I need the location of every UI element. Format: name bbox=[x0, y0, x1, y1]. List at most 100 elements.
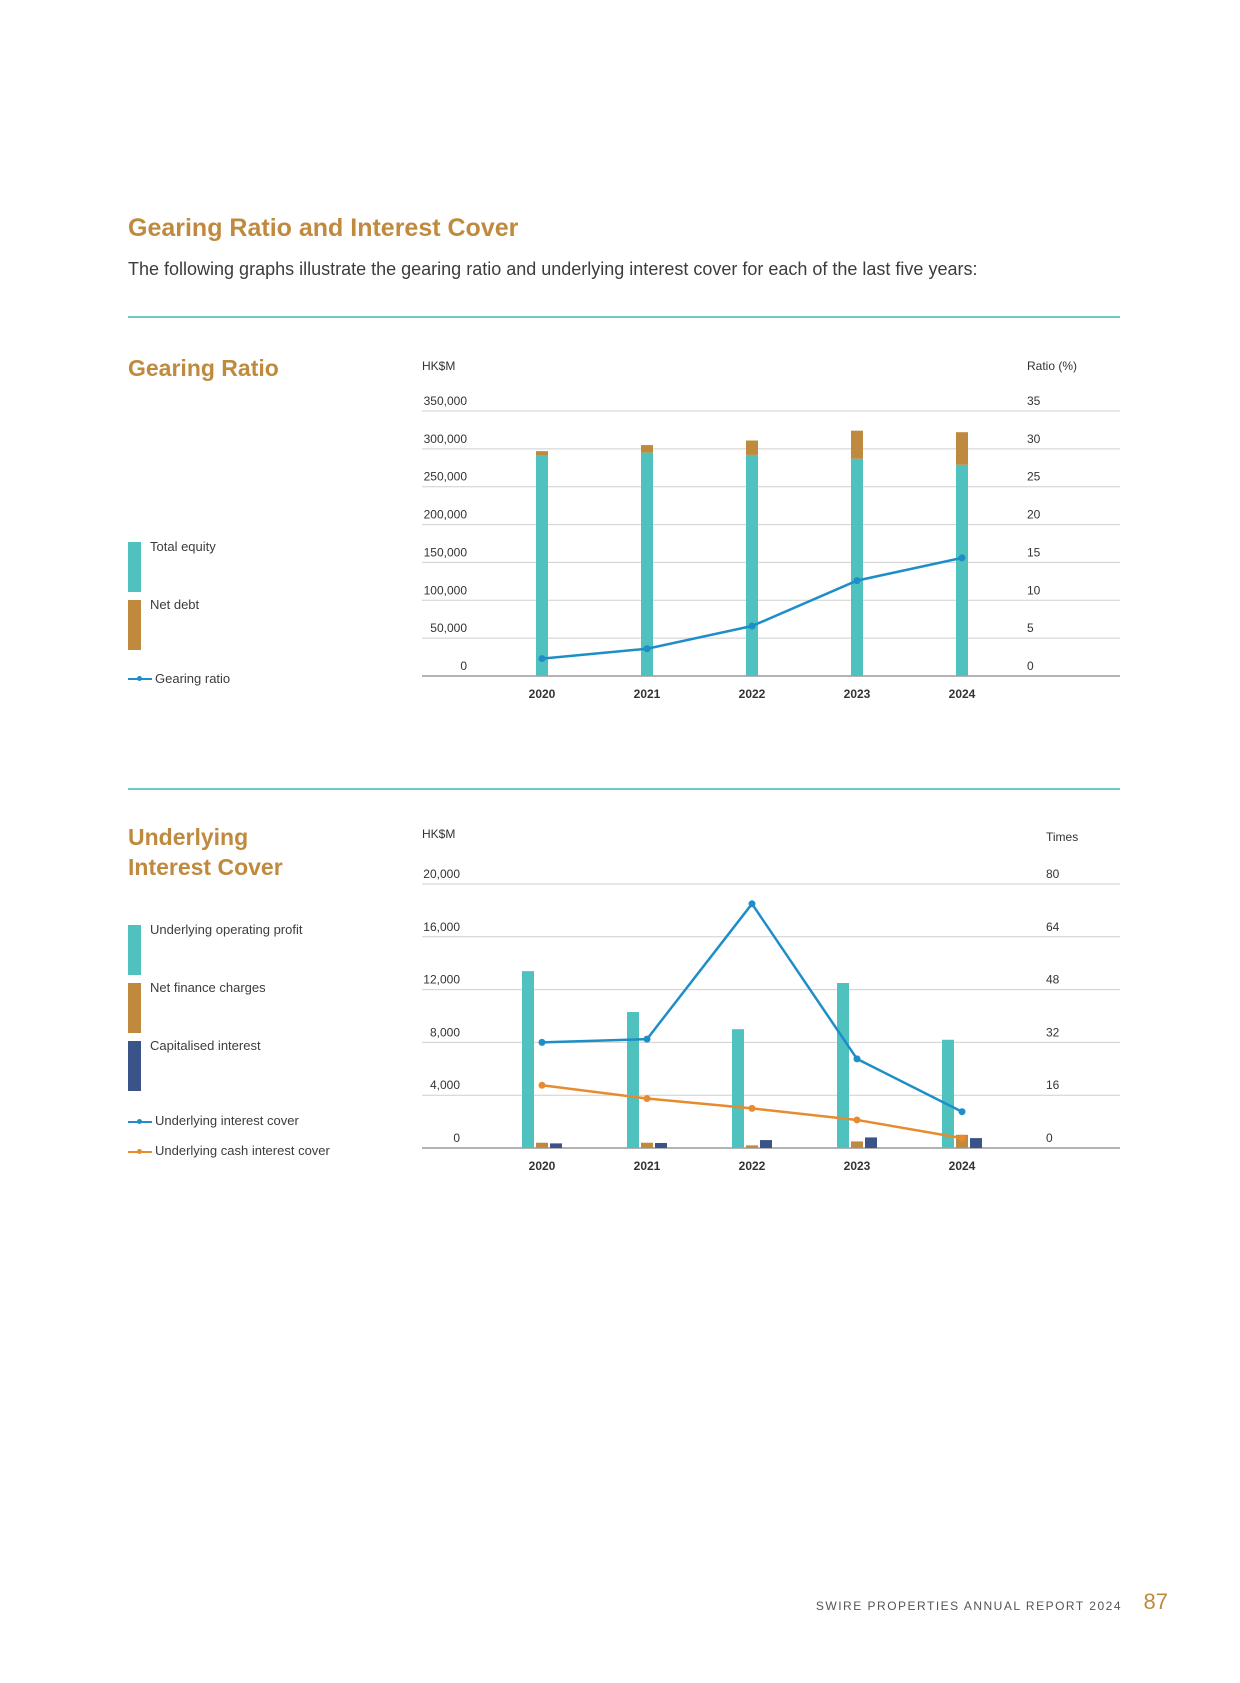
y-tick-label-right: 64 bbox=[1046, 920, 1060, 934]
x-tick-label-2023: 2023 bbox=[844, 1159, 871, 1173]
x-tick-label-2021: 2021 bbox=[634, 687, 661, 701]
y-tick-label-left: 12,000 bbox=[423, 973, 460, 987]
y-tick-label-right: 32 bbox=[1046, 1025, 1060, 1039]
bar-net-finance-charges-2020 bbox=[536, 1142, 548, 1148]
legend-label-capitalised-interest: Capitalised interest bbox=[150, 1038, 261, 1053]
legend-label-underlying-cash-interest-cover: Underlying cash interest cover bbox=[155, 1143, 330, 1158]
y-axis-title-right: Ratio (%) bbox=[1027, 359, 1077, 373]
point-underlying-cash-interest-cover-2021 bbox=[643, 1095, 651, 1102]
y-tick-label-right: 16 bbox=[1046, 1078, 1060, 1092]
interest-cover-title-line2: Interest Cover bbox=[128, 854, 283, 880]
bar-net-finance-charges-2021 bbox=[641, 1142, 653, 1148]
bar-total-equity-2023 bbox=[851, 458, 863, 676]
bar-capitalised-interest-2023 bbox=[865, 1137, 877, 1148]
point-underlying-cash-interest-cover-2024 bbox=[958, 1134, 966, 1142]
y-tick-label-left: 0 bbox=[460, 659, 467, 673]
point-gearing-ratio-2021 bbox=[643, 645, 651, 653]
bar-net-finance-charges-2022 bbox=[746, 1145, 758, 1148]
point-gearing-ratio-2022 bbox=[748, 622, 756, 630]
bar-total-equity-2020 bbox=[536, 455, 548, 676]
legend-dot-gearing-ratio bbox=[137, 676, 142, 681]
legend-swatch-net-debt bbox=[128, 600, 141, 650]
y-axis-title-right: Times bbox=[1046, 830, 1078, 844]
y-tick-label-left: 8,000 bbox=[430, 1025, 460, 1039]
x-tick-label-2020: 2020 bbox=[529, 687, 556, 701]
y-tick-label-left: 200,000 bbox=[424, 508, 468, 522]
bar-underlying-operating-profit-2023 bbox=[837, 983, 849, 1148]
legend-dot-underlying-interest-cover bbox=[137, 1119, 142, 1124]
page-heading: Gearing Ratio and Interest Cover bbox=[128, 214, 519, 242]
point-gearing-ratio-2024 bbox=[958, 554, 966, 562]
y-tick-label-left: 4,000 bbox=[430, 1078, 460, 1092]
page-number: 87 bbox=[1143, 1589, 1168, 1614]
section-divider bbox=[128, 788, 1120, 790]
section-divider bbox=[128, 316, 1120, 318]
y-tick-label-right: 20 bbox=[1027, 508, 1041, 522]
gearing-section-title: Gearing Ratio bbox=[128, 355, 279, 381]
bar-underlying-operating-profit-2020 bbox=[522, 971, 534, 1148]
point-gearing-ratio-2023 bbox=[853, 577, 861, 585]
y-tick-label-left: 20,000 bbox=[423, 867, 460, 881]
intro-paragraph: The following graphs illustrate the gear… bbox=[128, 259, 978, 279]
bar-total-equity-2022 bbox=[746, 454, 758, 676]
y-tick-label-right: 0 bbox=[1046, 1131, 1053, 1145]
bar-underlying-operating-profit-2024 bbox=[942, 1039, 954, 1148]
y-tick-label-left: 50,000 bbox=[430, 621, 467, 635]
bar-total-equity-2021 bbox=[641, 452, 653, 676]
point-gearing-ratio-2020 bbox=[538, 655, 546, 663]
y-axis-title-left: HK$M bbox=[422, 359, 455, 373]
bar-underlying-operating-profit-2022 bbox=[732, 1029, 744, 1148]
y-axis-title-left: HK$M bbox=[422, 827, 455, 841]
legend-swatch-underlying-operating-profit bbox=[128, 925, 141, 975]
y-tick-label-right: 25 bbox=[1027, 470, 1041, 484]
legend-swatch-total-equity bbox=[128, 542, 141, 592]
point-underlying-cash-interest-cover-2023 bbox=[853, 1116, 861, 1124]
legend-label-underlying-interest-cover: Underlying interest cover bbox=[155, 1113, 299, 1128]
interest-cover-title-line1: Underlying bbox=[128, 824, 249, 850]
y-tick-label-left: 300,000 bbox=[424, 432, 468, 446]
bar-capitalised-interest-2022 bbox=[760, 1140, 772, 1148]
x-tick-label-2024: 2024 bbox=[949, 687, 976, 701]
interest-cover-section-title: Underlying Interest Cover bbox=[128, 822, 283, 882]
bar-capitalised-interest-2020 bbox=[550, 1143, 562, 1148]
y-tick-label-right: 5 bbox=[1027, 621, 1034, 635]
bar-net-debt-2023 bbox=[851, 430, 863, 459]
y-tick-label-right: 0 bbox=[1027, 659, 1034, 673]
x-tick-label-2022: 2022 bbox=[739, 1159, 766, 1173]
bar-underlying-operating-profit-2021 bbox=[627, 1012, 639, 1148]
legend-label-net-debt: Net debt bbox=[150, 597, 200, 612]
legend-label-underlying-operating-profit: Underlying operating profit bbox=[150, 922, 303, 937]
bar-net-debt-2022 bbox=[746, 440, 758, 455]
x-tick-label-2022: 2022 bbox=[739, 687, 766, 701]
x-tick-label-2023: 2023 bbox=[844, 687, 871, 701]
x-tick-label-2021: 2021 bbox=[634, 1159, 661, 1173]
y-tick-label-left: 0 bbox=[453, 1131, 460, 1145]
y-tick-label-right: 30 bbox=[1027, 432, 1041, 446]
bar-net-debt-2024 bbox=[956, 432, 968, 465]
x-tick-label-2020: 2020 bbox=[529, 1159, 556, 1173]
y-tick-label-left: 250,000 bbox=[424, 470, 468, 484]
y-tick-label-right: 48 bbox=[1046, 973, 1060, 987]
y-tick-label-left: 16,000 bbox=[423, 920, 460, 934]
x-tick-label-2024: 2024 bbox=[949, 1159, 976, 1173]
y-tick-label-right: 15 bbox=[1027, 545, 1041, 559]
point-underlying-interest-cover-2024 bbox=[958, 1108, 966, 1116]
y-tick-label-right: 10 bbox=[1027, 583, 1041, 597]
bar-total-equity-2024 bbox=[956, 464, 968, 676]
point-underlying-interest-cover-2021 bbox=[643, 1035, 651, 1043]
line-underlying-interest-cover bbox=[541, 901, 963, 1113]
point-underlying-cash-interest-cover-2022 bbox=[748, 1104, 756, 1112]
legend-label-gearing-ratio: Gearing ratio bbox=[155, 671, 231, 686]
point-underlying-interest-cover-2023 bbox=[853, 1055, 861, 1063]
y-tick-label-left: 100,000 bbox=[424, 583, 468, 597]
bar-capitalised-interest-2021 bbox=[655, 1142, 667, 1148]
point-underlying-cash-interest-cover-2020 bbox=[538, 1081, 546, 1089]
legend-label-total-equity: Total equity bbox=[150, 539, 216, 554]
y-tick-label-left: 350,000 bbox=[424, 394, 468, 408]
legend-swatch-net-finance-charges bbox=[128, 983, 141, 1033]
legend-label-net-finance-charges: Net finance charges bbox=[150, 980, 266, 995]
bar-net-debt-2020 bbox=[536, 451, 548, 456]
y-tick-label-left: 150,000 bbox=[424, 545, 468, 559]
legend-dot-underlying-cash-interest-cover bbox=[137, 1149, 142, 1154]
bar-net-debt-2021 bbox=[641, 445, 653, 453]
